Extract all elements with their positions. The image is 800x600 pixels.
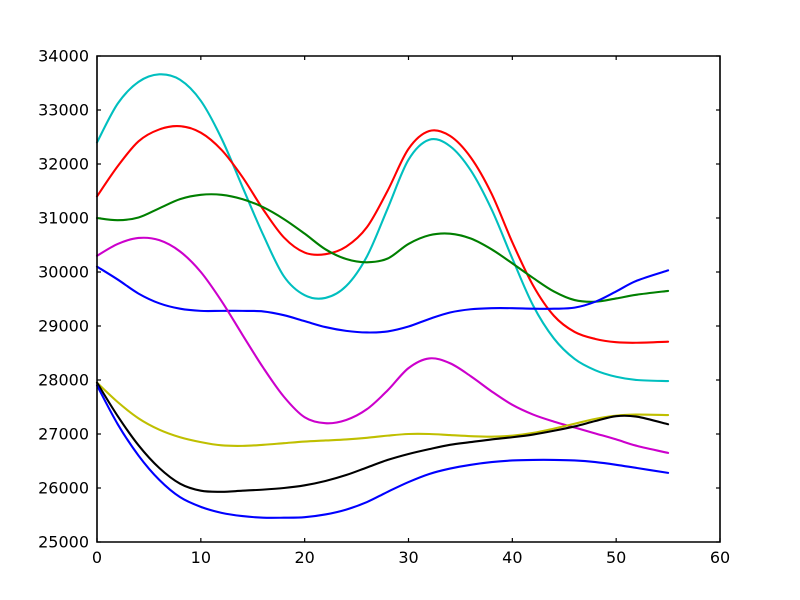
y-tick-label-7: 32000 — [38, 155, 89, 174]
x-tick-label-4: 40 — [502, 548, 522, 567]
x-tick-label-1: 10 — [191, 548, 211, 567]
series-group — [95, 73, 670, 519]
y-tick-label-1: 26000 — [38, 479, 89, 498]
y-tick-label-8: 33000 — [38, 101, 89, 120]
x-tick-label-6: 60 — [710, 548, 730, 567]
series-line-black-series — [95, 381, 670, 493]
x-tick-label-2: 20 — [294, 548, 314, 567]
x-tick-label-3: 30 — [398, 548, 418, 567]
y-tick-label-3: 28000 — [38, 371, 89, 390]
x-axis-tick-labels: 0 10 20 30 40 50 60 — [92, 548, 730, 567]
series-line-red-series — [95, 125, 670, 344]
y-tick-label-5: 30000 — [38, 263, 89, 282]
y-axis-tick-labels: 25000 26000 27000 28000 29000 30000 31000 32000… — [38, 47, 89, 552]
axes-frame — [96, 55, 721, 543]
series-line-green-series — [95, 193, 670, 303]
x-tick-label-5: 50 — [606, 548, 626, 567]
y-tick-label-0: 25000 — [38, 533, 89, 552]
y-tick-label-9: 34000 — [38, 47, 89, 66]
series-line-cyan-series — [95, 73, 670, 383]
series-line-magenta-series — [95, 236, 670, 454]
series-line-yellow-series — [95, 381, 670, 447]
y-tick-label-6: 31000 — [38, 209, 89, 228]
series-line-blue-series-lower — [95, 384, 670, 519]
y-tick-label-2: 27000 — [38, 425, 89, 444]
x-tick-label-0: 0 — [92, 548, 102, 567]
y-tick-label-4: 29000 — [38, 317, 89, 336]
series-line-blue-series-upper — [95, 265, 670, 334]
